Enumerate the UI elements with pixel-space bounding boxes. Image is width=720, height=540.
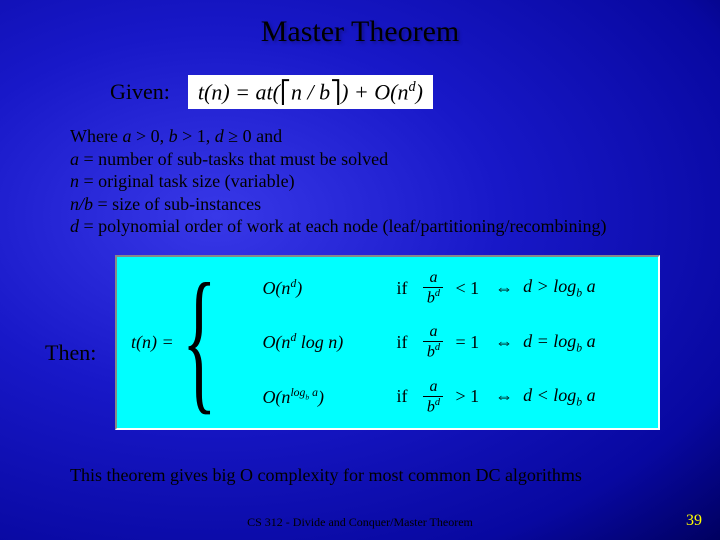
fraction: abd <box>423 379 443 415</box>
case-dcmp: d = logb a <box>523 331 596 355</box>
slide-title: Master Theorem <box>0 0 720 49</box>
where-line: n/b = size of sub-instances <box>70 193 690 216</box>
case-cmp: > 1 <box>455 386 479 407</box>
where-block: Where a > 0, b > 1, d ≥ 0 and a = number… <box>70 125 690 238</box>
given-row: Given: t(n) = at(⎡n / b⎤) + O(nd) <box>110 75 433 109</box>
page-number: 39 <box>686 512 702 530</box>
closing-text: This theorem gives big O complexity for … <box>70 465 670 486</box>
iff-icon: ⇔ <box>495 332 513 353</box>
case-bigO: O(nd log n) <box>262 331 392 353</box>
case-row: O(nd) if abd < 1 ⇔ d > logb a <box>262 270 595 306</box>
iff-icon: ⇔ <box>495 386 513 407</box>
if-word: if <box>396 332 407 353</box>
tn-equals: t(n) = <box>131 332 174 353</box>
brace-icon: { <box>182 267 217 411</box>
case-cmp: = 1 <box>455 332 479 353</box>
footer-text: CS 312 - Divide and Conquer/Master Theor… <box>0 515 720 530</box>
iff-icon: ⇔ <box>495 278 513 299</box>
case-dcmp: d > logb a <box>523 276 596 300</box>
then-row: Then: <box>45 340 96 366</box>
cases-column: O(nd) if abd < 1 ⇔ d > logb a O(nd log n… <box>262 270 595 415</box>
cases-box: t(n) = { O(nd) if abd < 1 ⇔ d > logb a O… <box>115 255 660 430</box>
if-word: if <box>396 386 407 407</box>
if-word: if <box>396 278 407 299</box>
case-row: O(nd log n) if abd = 1 ⇔ d = logb a <box>262 324 595 360</box>
fraction: abd <box>423 270 443 306</box>
case-bigO: O(nd) <box>262 277 392 299</box>
recurrence-equation: t(n) = at(⎡n / b⎤) + O(nd) <box>188 75 433 109</box>
then-label: Then: <box>45 340 96 366</box>
case-dcmp: d < logb a <box>523 385 596 409</box>
case-row: O(nlogb a) if abd > 1 ⇔ d < logb a <box>262 379 595 415</box>
case-cmp: < 1 <box>455 278 479 299</box>
where-line: Where a > 0, b > 1, d ≥ 0 and <box>70 125 690 148</box>
where-line: a = number of sub-tasks that must be sol… <box>70 148 690 171</box>
where-line: n = original task size (variable) <box>70 170 690 193</box>
where-line: d = polynomial order of work at each nod… <box>70 215 690 238</box>
given-label: Given: <box>110 79 170 105</box>
fraction: abd <box>423 324 443 360</box>
case-bigO: O(nlogb a) <box>262 386 392 408</box>
